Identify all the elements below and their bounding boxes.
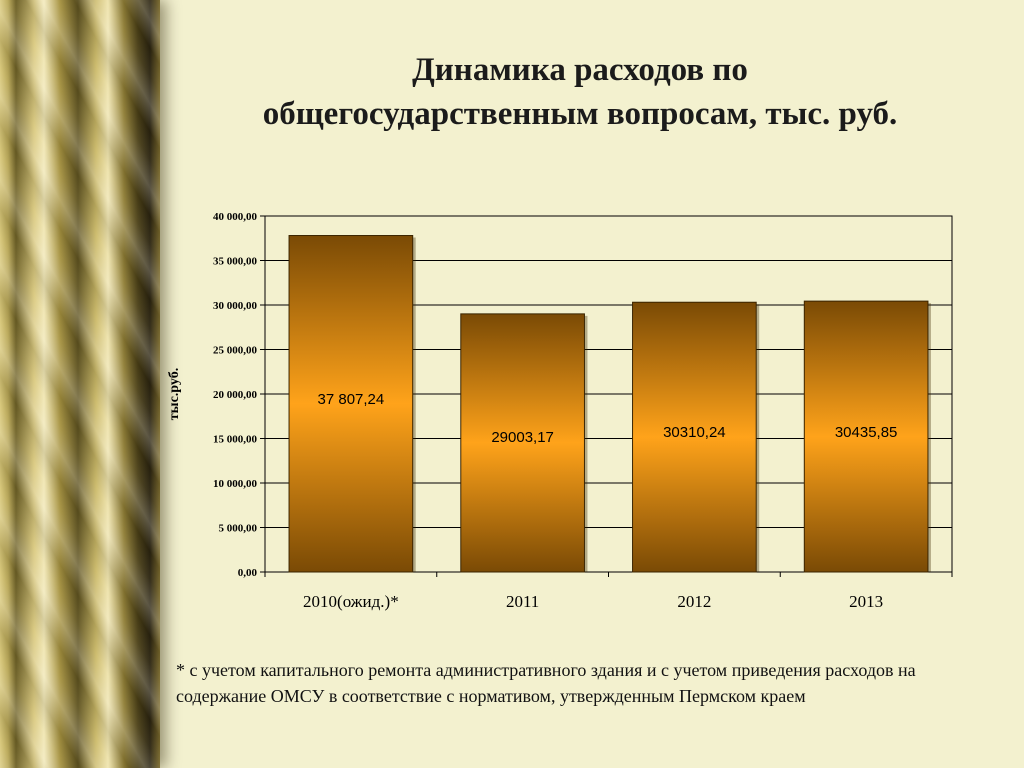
data-label: 37 807,24 xyxy=(318,391,385,408)
bar xyxy=(803,300,929,573)
y-tick-label: 15 000,00 xyxy=(213,434,258,446)
title-line-1: Динамика расходов по xyxy=(412,52,748,88)
x-tick-label: 2010(ожид.)* xyxy=(303,592,399,611)
bar-chart: 37 807,24 29003,17 30310,24 30435,85 0,00 5 … xyxy=(167,211,953,611)
y-tick-label: 10 000,00 xyxy=(213,478,258,490)
x-tick-label: 2011 xyxy=(506,592,539,611)
y-tick-label: 0,00 xyxy=(238,567,258,579)
data-label: 30435,85 xyxy=(835,424,898,441)
decorative-border xyxy=(0,0,160,768)
y-tick-label: 25 000,00 xyxy=(213,345,258,357)
chart-title: Динамика расходов по общегосударственным… xyxy=(170,48,990,136)
title-line-2: общегосударственным вопросам, тыс. руб. xyxy=(262,96,898,132)
bar xyxy=(288,235,414,573)
footnote: * с учетом капитального ремонта админист… xyxy=(176,660,916,706)
data-label: 30310,24 xyxy=(663,424,726,441)
bar xyxy=(460,313,585,573)
data-label: 29003,17 xyxy=(491,429,554,446)
bar xyxy=(632,301,757,573)
y-tick-label: 40 000,00 xyxy=(213,211,258,223)
x-tick-label: 2013 xyxy=(849,592,883,611)
y-tick-label: 30 000,00 xyxy=(213,300,258,312)
y-tick-label: 5 000,00 xyxy=(219,523,258,535)
x-tick-label: 2012 xyxy=(677,592,711,611)
y-axis-label: тыс.руб. xyxy=(167,368,182,420)
y-tick-label: 20 000,00 xyxy=(213,389,258,401)
y-tick-label: 35 000,00 xyxy=(213,256,258,268)
